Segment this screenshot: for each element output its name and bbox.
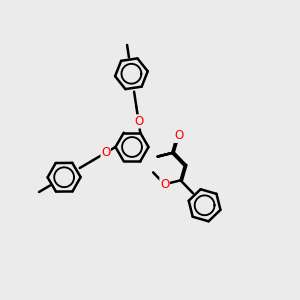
Text: O: O xyxy=(160,178,169,191)
Text: O: O xyxy=(101,146,110,159)
Text: O: O xyxy=(134,115,143,128)
Text: O: O xyxy=(174,129,183,142)
